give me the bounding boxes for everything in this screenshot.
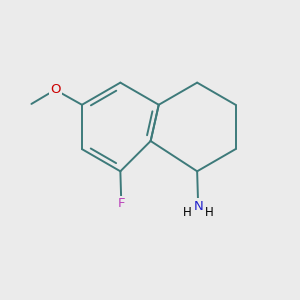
- Text: O: O: [50, 83, 61, 96]
- Text: F: F: [118, 197, 125, 210]
- Text: N: N: [193, 200, 203, 213]
- Text: H: H: [205, 206, 214, 219]
- Text: H: H: [183, 206, 191, 219]
